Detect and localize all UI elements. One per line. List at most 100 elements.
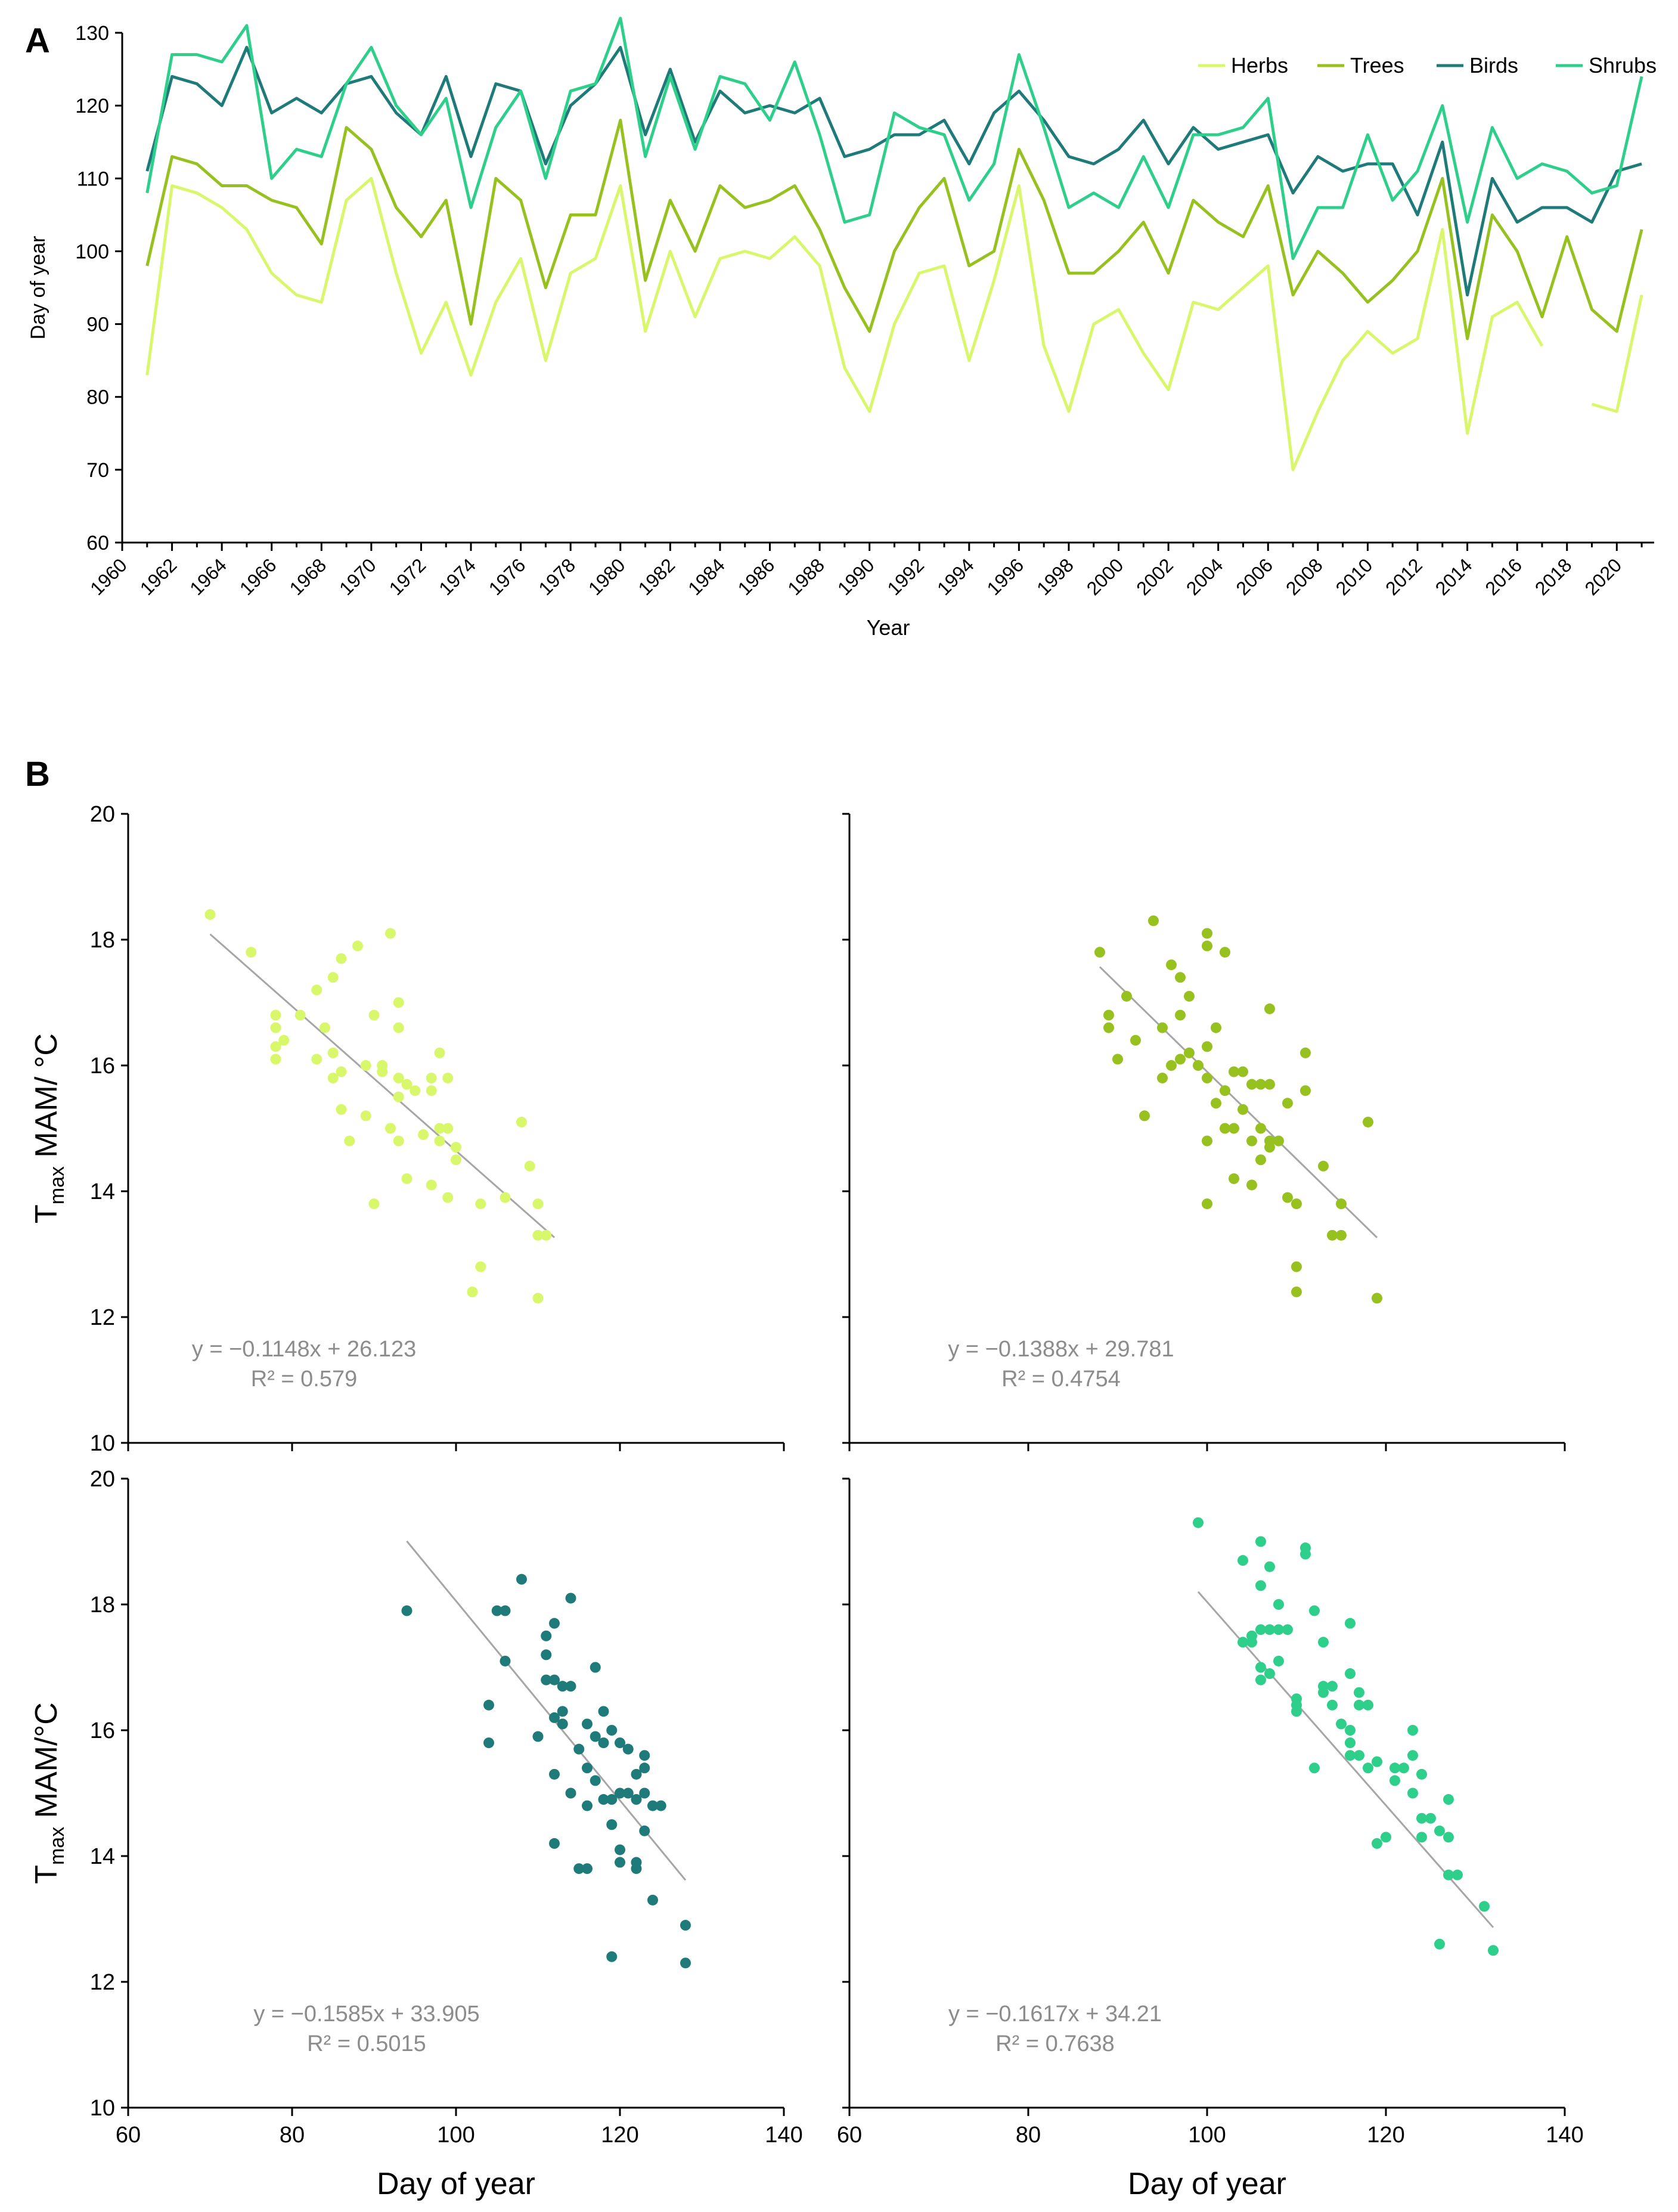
point-shrubs xyxy=(1479,1901,1490,1912)
point-trees xyxy=(1184,990,1195,1002)
point-herbs xyxy=(246,947,257,958)
point-trees xyxy=(1157,1022,1168,1033)
scatter-shrubs-x-axis-title: Day of year xyxy=(1128,2167,1286,2201)
point-birds xyxy=(557,1706,568,1717)
point-trees xyxy=(1264,1003,1275,1015)
point-herbs xyxy=(401,1173,412,1184)
point-shrubs xyxy=(1381,1832,1391,1843)
point-shrubs xyxy=(1309,1762,1320,1774)
scatter-birds-y-tick-label: 10 xyxy=(90,2096,115,2121)
point-birds xyxy=(680,1957,691,1969)
panel-a-x-tick-label: 1980 xyxy=(584,554,629,599)
r-squared-herbs: R² = 0.579 xyxy=(251,1367,358,1392)
point-shrubs xyxy=(1318,1637,1329,1648)
point-trees xyxy=(1202,1198,1212,1210)
point-birds xyxy=(639,1750,650,1761)
panel-a-x-tick-label: 1990 xyxy=(833,554,879,599)
point-trees xyxy=(1220,1085,1230,1096)
panel-a-y-tick-label: 120 xyxy=(75,95,109,117)
point-birds xyxy=(606,1951,618,1962)
point-shrubs xyxy=(1193,1517,1204,1528)
point-trees xyxy=(1202,928,1212,939)
point-birds xyxy=(606,1794,618,1805)
point-herbs xyxy=(360,1060,371,1071)
panel-a-x-tick-label: 1996 xyxy=(983,554,1028,599)
point-herbs xyxy=(393,1091,404,1102)
legend-label-trees: Trees xyxy=(1350,53,1404,78)
panel-a-x-axis-title: Year xyxy=(867,615,910,640)
point-trees xyxy=(1211,1022,1221,1033)
point-shrubs xyxy=(1291,1699,1302,1711)
legend-label-shrubs: Shrubs xyxy=(1589,53,1657,78)
point-herbs xyxy=(467,1286,478,1297)
point-herbs xyxy=(360,1110,371,1122)
point-trees xyxy=(1372,1293,1382,1304)
r-squared-shrubs: R² = 0.7638 xyxy=(995,2031,1115,2056)
point-herbs xyxy=(368,1198,380,1210)
point-herbs xyxy=(532,1229,544,1241)
point-birds xyxy=(500,1605,511,1616)
point-trees xyxy=(1166,959,1177,971)
point-birds xyxy=(631,1863,642,1875)
point-trees xyxy=(1148,915,1159,927)
panel-a-y-tick-label: 70 xyxy=(86,459,109,482)
point-birds xyxy=(565,1787,576,1799)
point-shrubs xyxy=(1425,1813,1436,1824)
scatter-birds-x-tick-label: 120 xyxy=(601,2123,638,2148)
point-birds xyxy=(565,1593,576,1604)
point-herbs xyxy=(352,940,363,952)
line-series-birds xyxy=(145,45,1642,297)
point-shrubs xyxy=(1237,1555,1248,1566)
scatter-herbs-y-tick-label: 10 xyxy=(90,1431,115,1456)
point-herbs xyxy=(327,1047,339,1058)
point-trees xyxy=(1246,1079,1257,1090)
point-trees xyxy=(1237,1066,1248,1077)
point-birds xyxy=(598,1706,609,1717)
panel-a-x-tick-label: 1962 xyxy=(136,554,181,599)
point-trees xyxy=(1282,1192,1293,1203)
line-series-shrubs xyxy=(145,17,1643,261)
point-shrubs xyxy=(1407,1725,1418,1736)
point-birds xyxy=(647,1894,658,1906)
panel-a-x-tick-label: 1988 xyxy=(783,554,829,599)
equation-shrubs: y = −0.1617x + 34.21 xyxy=(948,2002,1162,2027)
point-birds xyxy=(582,1800,593,1811)
point-trees xyxy=(1264,1142,1275,1153)
panel-a-x-tick-label: 1976 xyxy=(485,554,530,599)
point-trees xyxy=(1291,1198,1302,1210)
point-trees xyxy=(1229,1066,1239,1077)
point-shrubs xyxy=(1452,1869,1463,1880)
r-squared-trees: R² = 0.4754 xyxy=(1001,1367,1121,1392)
y-axis-title-main: T xyxy=(29,1865,64,1884)
point-shrubs xyxy=(1273,1599,1284,1610)
point-shrubs xyxy=(1336,1718,1347,1730)
point-trees xyxy=(1193,1060,1204,1071)
point-trees xyxy=(1282,1098,1293,1109)
y-axis-title-subscript: max xyxy=(46,1166,69,1204)
point-shrubs xyxy=(1255,1536,1266,1547)
point-herbs xyxy=(311,1054,322,1065)
point-shrubs xyxy=(1416,1832,1427,1843)
point-shrubs xyxy=(1416,1768,1427,1780)
point-shrubs xyxy=(1354,1699,1364,1711)
point-shrubs xyxy=(1237,1637,1248,1648)
point-trees xyxy=(1318,1160,1329,1172)
point-birds xyxy=(606,1819,618,1830)
point-trees xyxy=(1166,1060,1177,1071)
point-trees xyxy=(1291,1261,1302,1272)
panel-a-y-tick-label: 100 xyxy=(75,240,109,263)
panel-a-x-tick-label: 1960 xyxy=(86,554,131,599)
point-trees xyxy=(1229,1123,1239,1134)
scatter-herbs-y-tick-label: 20 xyxy=(90,802,115,827)
point-herbs xyxy=(500,1192,511,1203)
point-trees xyxy=(1336,1229,1347,1241)
panel-label-b: B xyxy=(25,755,50,794)
point-birds xyxy=(549,1618,560,1629)
scatter-birds-y-tick-label: 18 xyxy=(90,1593,115,1618)
point-birds xyxy=(590,1731,601,1742)
point-herbs xyxy=(311,984,322,996)
scatter-birds-x-axis-title: Day of year xyxy=(377,2167,535,2201)
point-herbs xyxy=(393,1022,404,1033)
point-birds xyxy=(582,1762,593,1774)
point-birds xyxy=(631,1768,642,1780)
